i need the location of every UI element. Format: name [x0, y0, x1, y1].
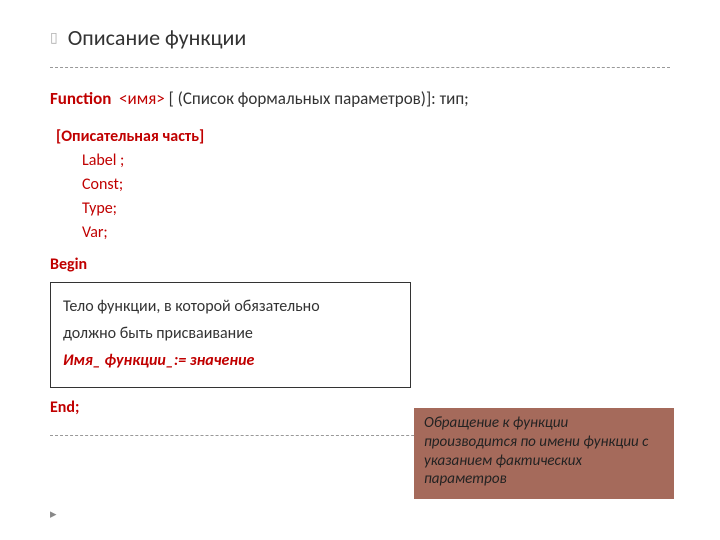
slide-title: Описание функции: [68, 24, 247, 51]
keyword-function: Function: [50, 88, 111, 109]
body-line2: должно быть присваивание: [63, 320, 398, 347]
function-signature: Function <имя> [ (Список формальных пара…: [50, 88, 670, 109]
keyword-begin: Begin: [50, 255, 670, 274]
desc-item: Type;: [82, 197, 670, 221]
slide-title-row: ▯ Описание функции: [50, 24, 670, 51]
footer-arrow-icon: ▸: [50, 507, 57, 522]
body-assign: Имя_ функции_:= значение: [63, 347, 398, 374]
signature-name: <имя>: [119, 88, 165, 109]
note-text: Обращение к функции производится по имен…: [424, 414, 648, 488]
function-body-box: Тело функции, в которой обязательно долж…: [50, 282, 411, 388]
note-box: Обращение к функции производится по имен…: [414, 408, 674, 499]
descriptive-block: [Описательная часть] Label ; Const; Type…: [56, 125, 670, 245]
descriptive-header: [Описательная часть]: [56, 125, 670, 149]
desc-item: Label ;: [82, 149, 670, 173]
desc-item: Var;: [82, 221, 670, 245]
divider-top: [50, 67, 670, 68]
body-line1: Тело функции, в которой обязательно: [63, 293, 398, 320]
signature-rest: [ (Список формальных параметров)]: тип;: [165, 88, 469, 109]
descriptive-items: Label ; Const; Type; Var;: [82, 149, 670, 245]
title-bullet-icon: ▯: [50, 29, 58, 46]
desc-item: Const;: [82, 173, 670, 197]
